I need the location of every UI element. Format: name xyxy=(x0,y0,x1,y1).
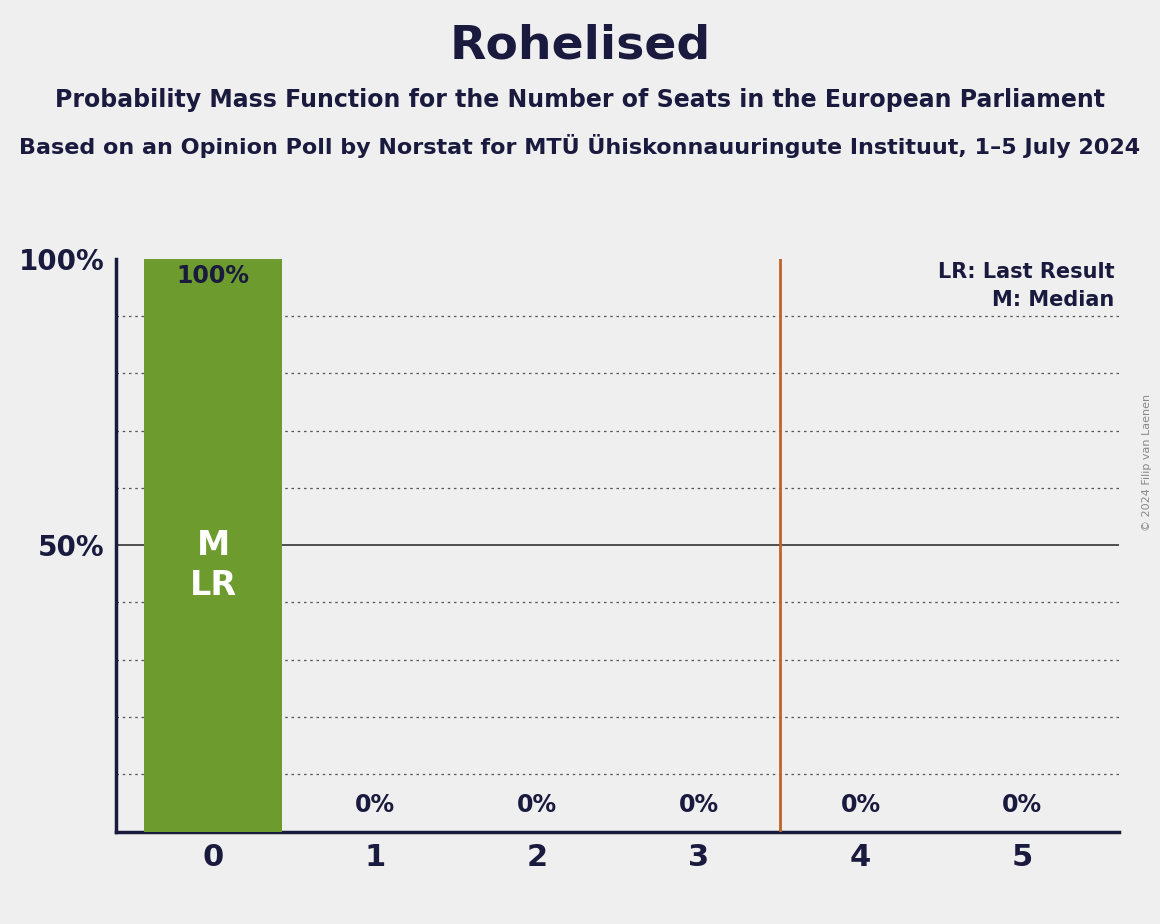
Text: © 2024 Filip van Laenen: © 2024 Filip van Laenen xyxy=(1141,394,1152,530)
Text: M: Median: M: Median xyxy=(992,290,1115,310)
Text: 100%: 100% xyxy=(176,264,249,288)
Text: 0%: 0% xyxy=(679,794,719,818)
Text: Rohelised: Rohelised xyxy=(449,23,711,68)
Text: Probability Mass Function for the Number of Seats in the European Parliament: Probability Mass Function for the Number… xyxy=(55,88,1105,112)
Text: 0%: 0% xyxy=(1002,794,1043,818)
Text: LR: Last Result: LR: Last Result xyxy=(937,261,1115,282)
Text: Based on an Opinion Poll by Norstat for MTÜ Ühiskonnauuringute Instituut, 1–5 Ju: Based on an Opinion Poll by Norstat for … xyxy=(20,134,1140,158)
Text: 0%: 0% xyxy=(355,794,396,818)
Bar xyxy=(144,259,282,832)
Text: LR: LR xyxy=(189,569,237,602)
Text: 0%: 0% xyxy=(516,794,557,818)
Text: 0%: 0% xyxy=(840,794,880,818)
Text: M: M xyxy=(196,529,230,562)
